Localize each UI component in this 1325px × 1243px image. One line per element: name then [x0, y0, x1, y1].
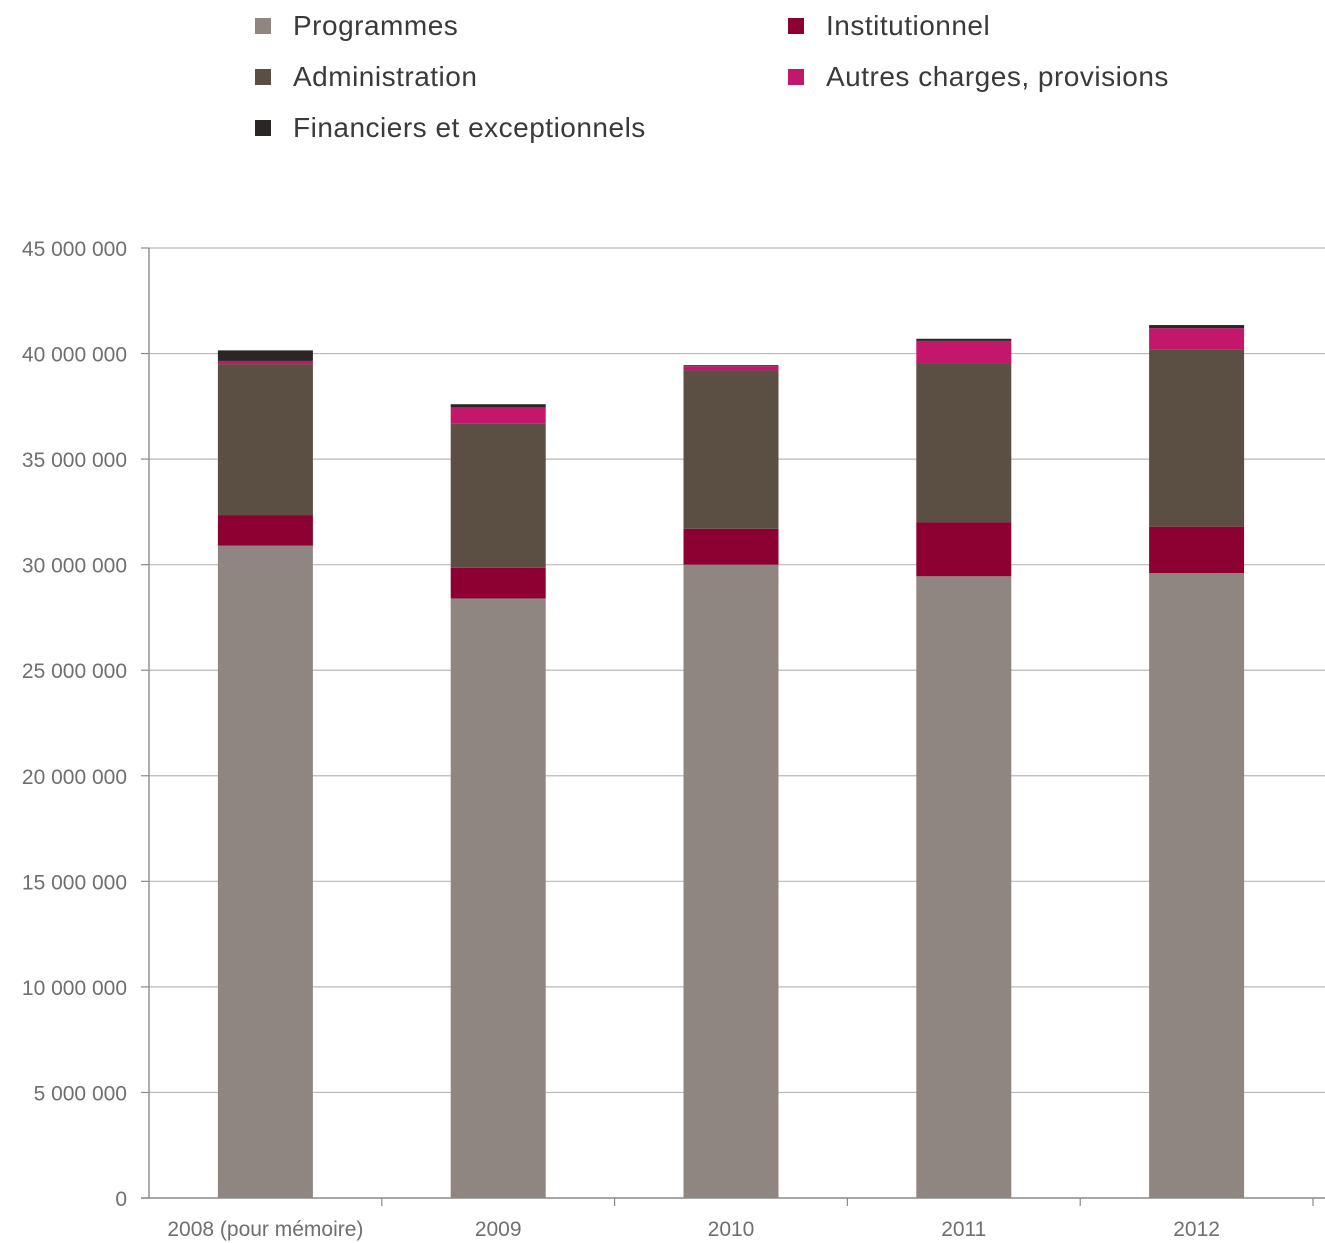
x-tick-label: 2011 [941, 1218, 986, 1241]
legend-item-programmes: Programmes [255, 10, 458, 42]
bar-segment-programmes [1149, 573, 1245, 1198]
y-tick-label: 10 000 000 [22, 977, 127, 1000]
bar-segment-programmes [916, 576, 1012, 1198]
bar-segment-financiers-et-exceptionnels [683, 365, 779, 367]
bar-segment-programmes [683, 564, 779, 1198]
legend-item-institutionnel: Institutionnel [788, 10, 990, 42]
legend-label-institutionnel: Institutionnel [826, 10, 991, 41]
bar-segment-financiers-et-exceptionnels [450, 404, 546, 408]
bar-segment-financiers-et-exceptionnels [217, 350, 313, 361]
legend-label-financiers: Financiers et exceptionnels [293, 112, 646, 143]
y-tick-label: 25 000 000 [22, 660, 127, 683]
x-tick-label: 2012 [1173, 1218, 1220, 1241]
bar-segment-institutionnel [683, 528, 779, 565]
bar-segment-autres-charges-provisions [1149, 328, 1245, 350]
legend-item-autres-charges: Autres charges, provisions [788, 61, 1169, 93]
legend-item-administration: Administration [255, 61, 477, 93]
bar-segment-autres-charges-provisions [683, 366, 779, 371]
x-tick-label: 2008 (pour mémoire) [167, 1218, 363, 1241]
bar-segment-programmes [450, 598, 546, 1198]
legend-label-programmes: Programmes [293, 10, 459, 41]
bar-segment-autres-charges-provisions [217, 360, 313, 365]
y-tick-label: 0 [115, 1188, 127, 1211]
bar-segment-financiers-et-exceptionnels [1149, 325, 1245, 329]
bar-segment-administration [217, 364, 313, 516]
legend-label-autres-charges: Autres charges, provisions [826, 61, 1169, 92]
y-tick-label: 30 000 000 [22, 555, 127, 578]
y-tick-label: 15 000 000 [22, 871, 127, 894]
legend-swatch-programmes [255, 18, 271, 34]
chart-legend: Programmes Institutionnel Administration… [0, 0, 1325, 160]
y-tick-label: 45 000 000 [22, 238, 127, 261]
legend-swatch-autres-charges [788, 69, 804, 85]
x-tick-label: 2009 [475, 1218, 522, 1241]
legend-item-financiers: Financiers et exceptionnels [255, 112, 646, 144]
y-tick-label: 35 000 000 [22, 449, 127, 472]
y-tick-label: 5 000 000 [34, 1082, 127, 1105]
bar-segment-institutionnel [1149, 526, 1245, 574]
bar-segment-institutionnel [450, 567, 546, 599]
x-tick-label: 2010 [708, 1218, 755, 1241]
legend-swatch-financiers [255, 120, 271, 136]
bar-segment-autres-charges-provisions [916, 340, 1012, 364]
legend-label-administration: Administration [293, 61, 478, 92]
legend-swatch-administration [255, 69, 271, 85]
bar-segment-administration [683, 370, 779, 529]
bar-segment-financiers-et-exceptionnels [916, 338, 1012, 341]
bar-segment-autres-charges-provisions [450, 407, 546, 424]
bar-segment-programmes [217, 545, 313, 1198]
bar-segment-administration [450, 423, 546, 568]
y-tick-label: 20 000 000 [22, 766, 127, 789]
bar-segment-institutionnel [217, 515, 313, 546]
bar-segment-administration [1149, 349, 1245, 527]
bar-segment-institutionnel [916, 522, 1012, 577]
y-tick-label: 40 000 000 [22, 344, 127, 367]
bar-segment-administration [916, 363, 1012, 523]
legend-swatch-institutionnel [788, 18, 804, 34]
